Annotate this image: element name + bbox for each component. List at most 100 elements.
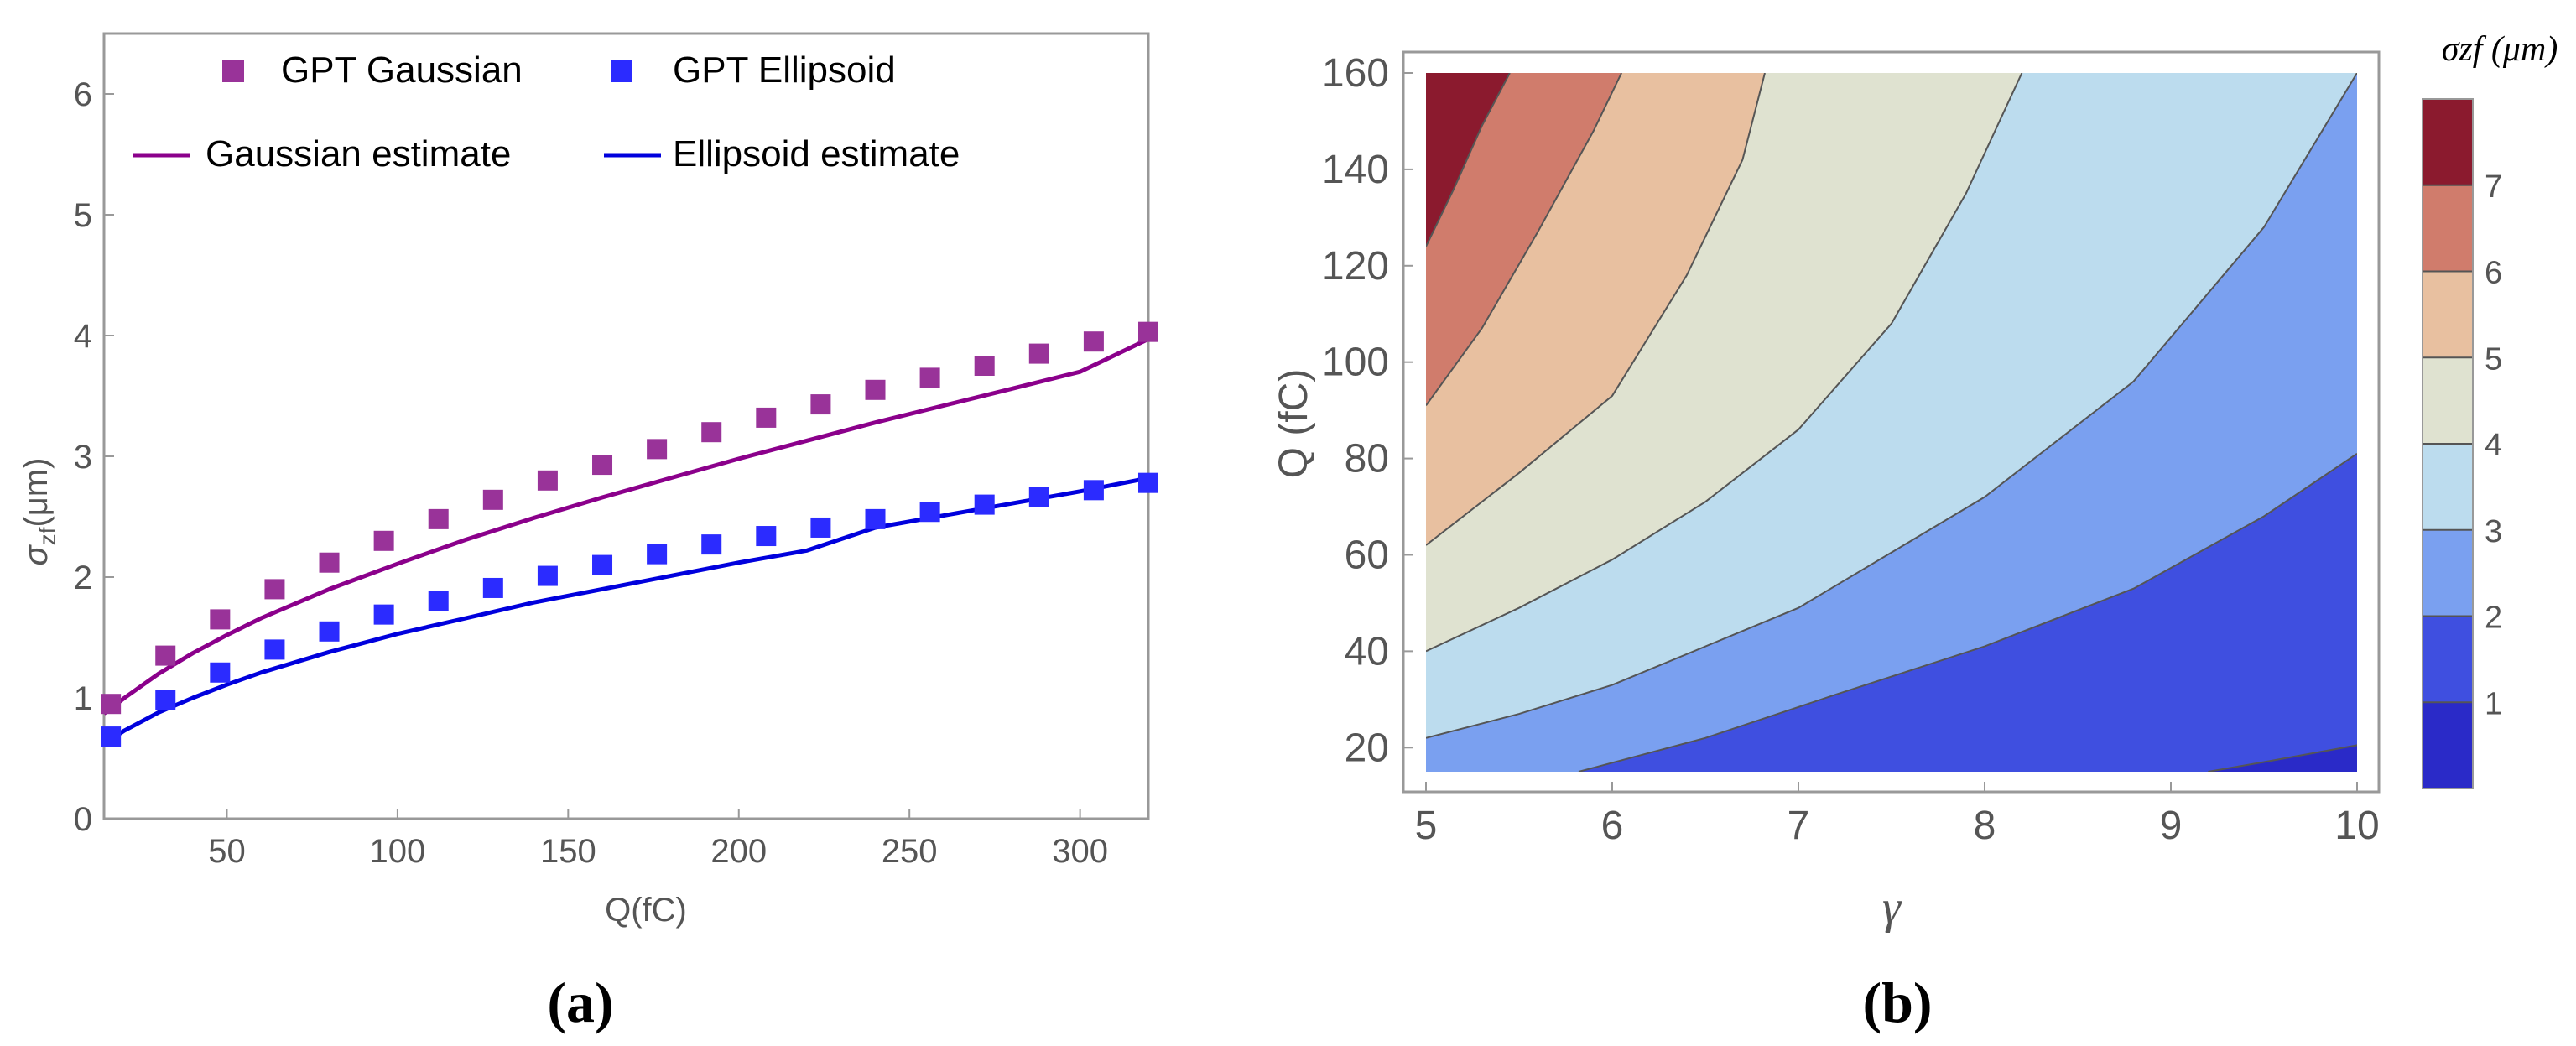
gpt-gaussian-marker (1138, 321, 1158, 342)
panel-b-ticks: 5 6 7 8 9 10 20 40 60 80 100 120 140 160 (1322, 51, 2380, 848)
legend-ellipsoid-label: GPT Ellipsoid (673, 49, 896, 91)
a-ytick-label: 6 (74, 76, 92, 113)
a-ytick-label: 0 (74, 801, 92, 838)
contour-line-1 (2208, 744, 2357, 772)
a-xtick-label: 250 (882, 833, 938, 870)
a-xtick-label: 200 (710, 833, 767, 870)
panel-a-ylabel-unit: (μm) (18, 458, 55, 528)
contour-line-6 (1426, 73, 1623, 406)
gpt-gaussian-marker (919, 367, 940, 388)
panel-b-contour-plot: 5 6 7 8 9 10 20 40 60 80 100 120 140 160 γ Q (fC) 1 2 3… (1272, 30, 2558, 1034)
panel-b-xlabel: γ (1882, 882, 1902, 934)
b-ytick-label: 120 (1322, 244, 1389, 289)
gpt-gaussian-marker (101, 694, 122, 715)
gpt-gaussian-marker (756, 407, 777, 428)
b-ytick-label: 80 (1345, 437, 1389, 481)
gpt-gaussian-marker (1083, 331, 1104, 352)
b-ytick-label: 160 (1322, 51, 1389, 96)
a-ytick-label: 2 (74, 559, 92, 596)
panel-a-caption: (a) (547, 971, 613, 1034)
legend-gaussian-estimate-label: Gaussian estimate (206, 133, 511, 174)
panel-b-contour-lines (1426, 73, 2357, 772)
panel-a-ylabel-sigma: σ (18, 544, 55, 565)
gpt-ellipsoid-marker (264, 639, 285, 660)
colorbar-tick-label: 3 (2485, 514, 2502, 549)
b-xtick-label: 10 (2334, 804, 2379, 848)
colorbar-tick-label: 6 (2485, 256, 2502, 291)
a-xtick-label: 100 (370, 833, 426, 870)
b-xtick-label: 7 (1788, 804, 1810, 848)
colorbar-swatch-6 (2422, 185, 2473, 272)
colorbar-swatch-1 (2422, 616, 2473, 703)
gpt-gaussian-marker (592, 455, 613, 476)
a-ytick-label: 1 (74, 680, 92, 717)
gpt-gaussian-marker (319, 552, 340, 573)
gpt-gaussian-marker (482, 489, 503, 510)
gpt-ellipsoid-marker (1083, 480, 1104, 501)
colorbar-swatch-5 (2422, 271, 2473, 358)
b-xtick-label: 5 (1415, 804, 1438, 848)
colorbar-swatch-4 (2422, 357, 2473, 444)
colorbar-swatch-3 (2422, 444, 2473, 530)
legend-gaussian-label: GPT Gaussian (281, 49, 523, 91)
gpt-gaussian-marker (865, 379, 886, 400)
colorbar-tick-label: 1 (2485, 686, 2502, 721)
gpt-ellipsoid-marker (756, 526, 777, 547)
gpt-gaussian-marker (373, 530, 394, 551)
panel-a-lines (102, 337, 1150, 746)
gpt-gaussian-marker (155, 645, 176, 666)
colorbar-tick-label: 4 (2485, 428, 2502, 463)
colorbar-swatch-7 (2422, 99, 2473, 185)
colorbar-tick-label: 5 (2485, 341, 2502, 377)
gpt-ellipsoid-marker (865, 508, 886, 529)
gaussian-estimate-line (102, 337, 1150, 716)
panel-b-contour-fills (1426, 73, 2357, 772)
a-ytick-label: 3 (74, 439, 92, 476)
gpt-ellipsoid-marker (1028, 487, 1049, 507)
contour-line-4 (1426, 73, 2023, 653)
panel-b-ylabel: Q (fC) (1272, 369, 1316, 479)
gpt-gaussian-marker (428, 508, 449, 529)
gpt-gaussian-marker (1028, 343, 1049, 364)
panel-b-plot-frame (1402, 50, 2381, 794)
gpt-gaussian-marker (647, 439, 668, 460)
gpt-gaussian-marker (537, 470, 558, 491)
contour-line-3 (1426, 73, 2357, 739)
gpt-gaussian-marker (701, 422, 722, 443)
panel-a-line-chart: 50 100 150 200 250 300 0 1 2 3 4 5 6 GPT Gaussian GP… (18, 32, 1158, 1034)
colorbar-frame (2422, 98, 2474, 789)
a-xtick-label: 300 (1052, 833, 1108, 870)
legend-ellipsoid-marker (611, 60, 632, 82)
panel-a-xlabel: Q(fC) (605, 892, 687, 929)
gpt-ellipsoid-marker (647, 544, 668, 565)
gpt-ellipsoid-marker (592, 554, 613, 575)
a-ytick-label: 4 (74, 318, 92, 355)
panel-a-markers (101, 321, 1158, 747)
panel-b-caption: (b) (1862, 971, 1932, 1034)
gpt-ellipsoid-marker (101, 726, 122, 747)
gpt-ellipsoid-marker (919, 502, 940, 523)
a-xtick-label: 150 (540, 833, 596, 870)
b-ytick-label: 40 (1345, 629, 1389, 674)
gpt-ellipsoid-marker (319, 621, 340, 642)
gpt-ellipsoid-marker (701, 534, 722, 555)
ellipsoid-estimate-line (102, 476, 1149, 746)
contour-line-2 (1578, 452, 2357, 772)
b-ytick-label: 100 (1322, 341, 1389, 385)
gpt-ellipsoid-marker (428, 591, 449, 611)
gpt-ellipsoid-marker (810, 517, 831, 538)
colorbar-title: σzf (μm) (2442, 30, 2558, 69)
contour-line-7 (1426, 73, 1511, 247)
panel-a-ylabel-sub: zf (34, 527, 60, 545)
colorbar: 1 2 3 4 5 6 7 (2422, 98, 2502, 789)
gpt-gaussian-marker (974, 356, 995, 376)
legend-ellipsoid-estimate-label: Ellipsoid estimate (673, 133, 960, 174)
b-ytick-label: 20 (1345, 726, 1389, 770)
colorbar-swatch-2 (2422, 529, 2473, 617)
contour-line-5 (1426, 73, 1766, 546)
legend-gaussian-marker (222, 60, 244, 82)
gpt-ellipsoid-marker (155, 690, 176, 710)
colorbar-tick-label: 7 (2485, 169, 2502, 205)
gpt-gaussian-marker (264, 579, 285, 600)
